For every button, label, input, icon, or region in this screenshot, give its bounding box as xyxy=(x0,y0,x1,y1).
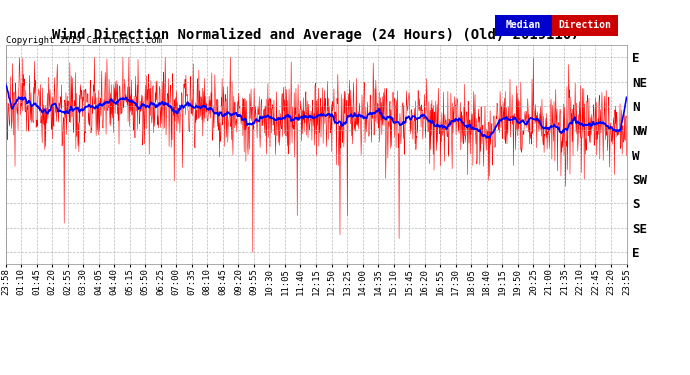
Title: Wind Direction Normalized and Average (24 Hours) (Old) 20191107: Wind Direction Normalized and Average (2… xyxy=(52,28,580,42)
Text: Median: Median xyxy=(506,20,542,30)
Text: Copyright 2019 Cartronics.com: Copyright 2019 Cartronics.com xyxy=(6,36,161,45)
Text: Direction: Direction xyxy=(558,20,611,30)
